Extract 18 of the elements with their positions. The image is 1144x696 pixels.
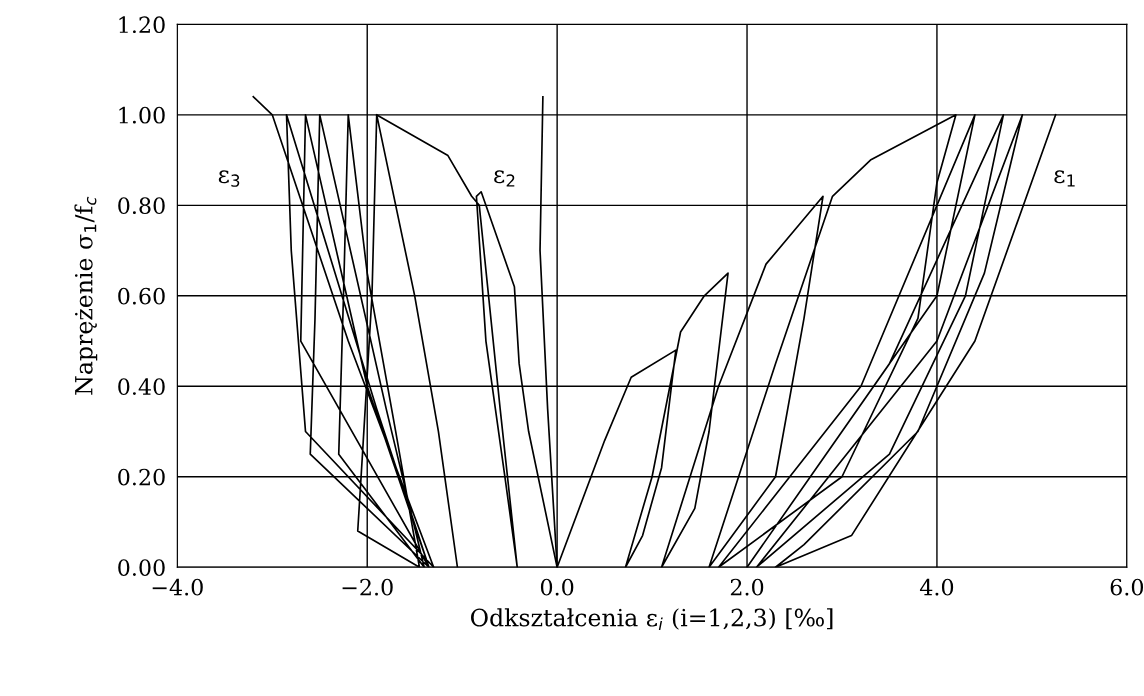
x-tick-label: 2.0 — [730, 578, 764, 596]
y-tick-label: 1.00 — [119, 106, 165, 124]
y-tick-label: 0.20 — [118, 468, 165, 486]
x-tick-label: 0.0 — [540, 578, 574, 596]
annotation: ε$_{2}$ — [494, 170, 515, 187]
annotation: ε$_{1}$ — [1054, 170, 1075, 187]
y-tick-label: 0.00 — [118, 559, 165, 576]
y-tick-label: 1.20 — [119, 16, 165, 34]
y-tick-label: 0.40 — [118, 378, 165, 396]
x-tick-label: −4.0 — [152, 578, 203, 596]
x-tick-label: −2.0 — [342, 578, 393, 596]
y-axis-title: Naprężenie σ$_{1}$/f$_{c}$ — [74, 196, 98, 395]
y-tick-label: 0.60 — [118, 287, 165, 305]
x-tick-label: 4.0 — [919, 578, 954, 596]
x-axis-title: Odkształcenia ε$_{i}$ (i=1,2,3) [‰] — [471, 608, 833, 630]
y-tick-label: 0.80 — [118, 197, 165, 215]
annotation: ε$_{3}$ — [218, 170, 240, 187]
x-tick-label: 6.0 — [1110, 578, 1144, 596]
